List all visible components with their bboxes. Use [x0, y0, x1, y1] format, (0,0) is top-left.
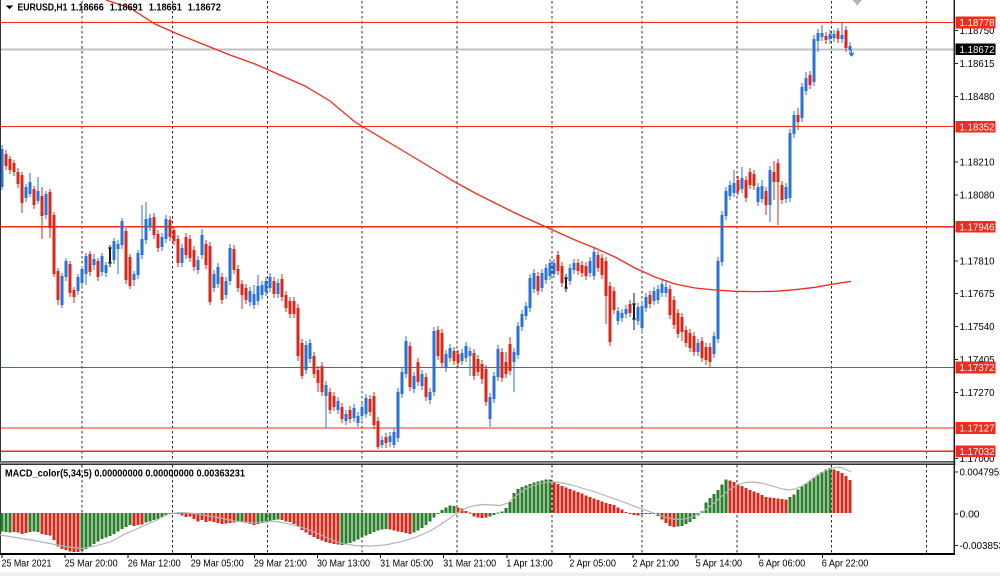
svg-text:25 Mar 2021: 25 Mar 2021 — [2, 559, 52, 570]
svg-text:29 Mar 05:00: 29 Mar 05:00 — [191, 559, 244, 570]
svg-text:1.17405: 1.17405 — [960, 355, 995, 366]
svg-text:1.17540: 1.17540 — [960, 322, 995, 333]
svg-text:5 Apr 14:00: 5 Apr 14:00 — [696, 559, 743, 570]
svg-text:1.17372: 1.17372 — [960, 363, 995, 374]
svg-text:0.00: 0.00 — [960, 510, 980, 521]
svg-text:25 Mar 20:00: 25 Mar 20:00 — [65, 559, 118, 570]
svg-text:1.17127: 1.17127 — [960, 424, 995, 435]
svg-text:1.18080: 1.18080 — [960, 191, 995, 202]
svg-text:EURUSD,H1: EURUSD,H1 — [18, 2, 68, 13]
svg-text:-0.0038530: -0.0038530 — [960, 541, 1000, 552]
svg-text:31 Mar 05:00: 31 Mar 05:00 — [380, 559, 433, 570]
svg-text:29 Mar 21:00: 29 Mar 21:00 — [254, 559, 307, 570]
svg-text:1.18778: 1.18778 — [960, 18, 995, 29]
svg-text:1.18672: 1.18672 — [188, 2, 221, 13]
svg-text:1.18352: 1.18352 — [960, 122, 995, 133]
svg-text:1.18691: 1.18691 — [110, 2, 143, 13]
svg-text:31 Mar 21:00: 31 Mar 21:00 — [443, 559, 496, 570]
svg-text:1 Apr 13:00: 1 Apr 13:00 — [506, 559, 553, 570]
svg-text:2 Apr 05:00: 2 Apr 05:00 — [569, 559, 616, 570]
svg-text:6 Apr 22:00: 6 Apr 22:00 — [822, 559, 869, 570]
svg-text:1.18666: 1.18666 — [71, 2, 104, 13]
svg-text:1.17270: 1.17270 — [960, 388, 995, 399]
svg-text:1.18615: 1.18615 — [960, 59, 995, 70]
svg-text:2 Apr 21:00: 2 Apr 21:00 — [633, 559, 680, 570]
svg-text:1.17675: 1.17675 — [960, 289, 995, 300]
svg-text:1.18210: 1.18210 — [960, 158, 995, 169]
svg-text:1.18480: 1.18480 — [960, 92, 995, 103]
svg-text:0.0047955: 0.0047955 — [960, 468, 1000, 479]
svg-text:1.18661: 1.18661 — [149, 2, 182, 13]
svg-text:26 Mar 12:00: 26 Mar 12:00 — [128, 559, 181, 570]
svg-text:1.17000: 1.17000 — [960, 454, 995, 465]
svg-text:6 Apr 06:00: 6 Apr 06:00 — [759, 559, 806, 570]
svg-text:MACD_color(5,34,5) 0.00000000: MACD_color(5,34,5) 0.00000000 0.00000000… — [5, 468, 245, 480]
svg-text:1.17810: 1.17810 — [960, 257, 995, 268]
svg-text:1.17032: 1.17032 — [960, 447, 995, 458]
svg-text:1.17946: 1.17946 — [960, 223, 995, 234]
svg-text:1.18672: 1.18672 — [960, 45, 995, 56]
svg-text:1.18750: 1.18750 — [960, 26, 995, 37]
svg-text:30 Mar 13:00: 30 Mar 13:00 — [317, 559, 370, 570]
